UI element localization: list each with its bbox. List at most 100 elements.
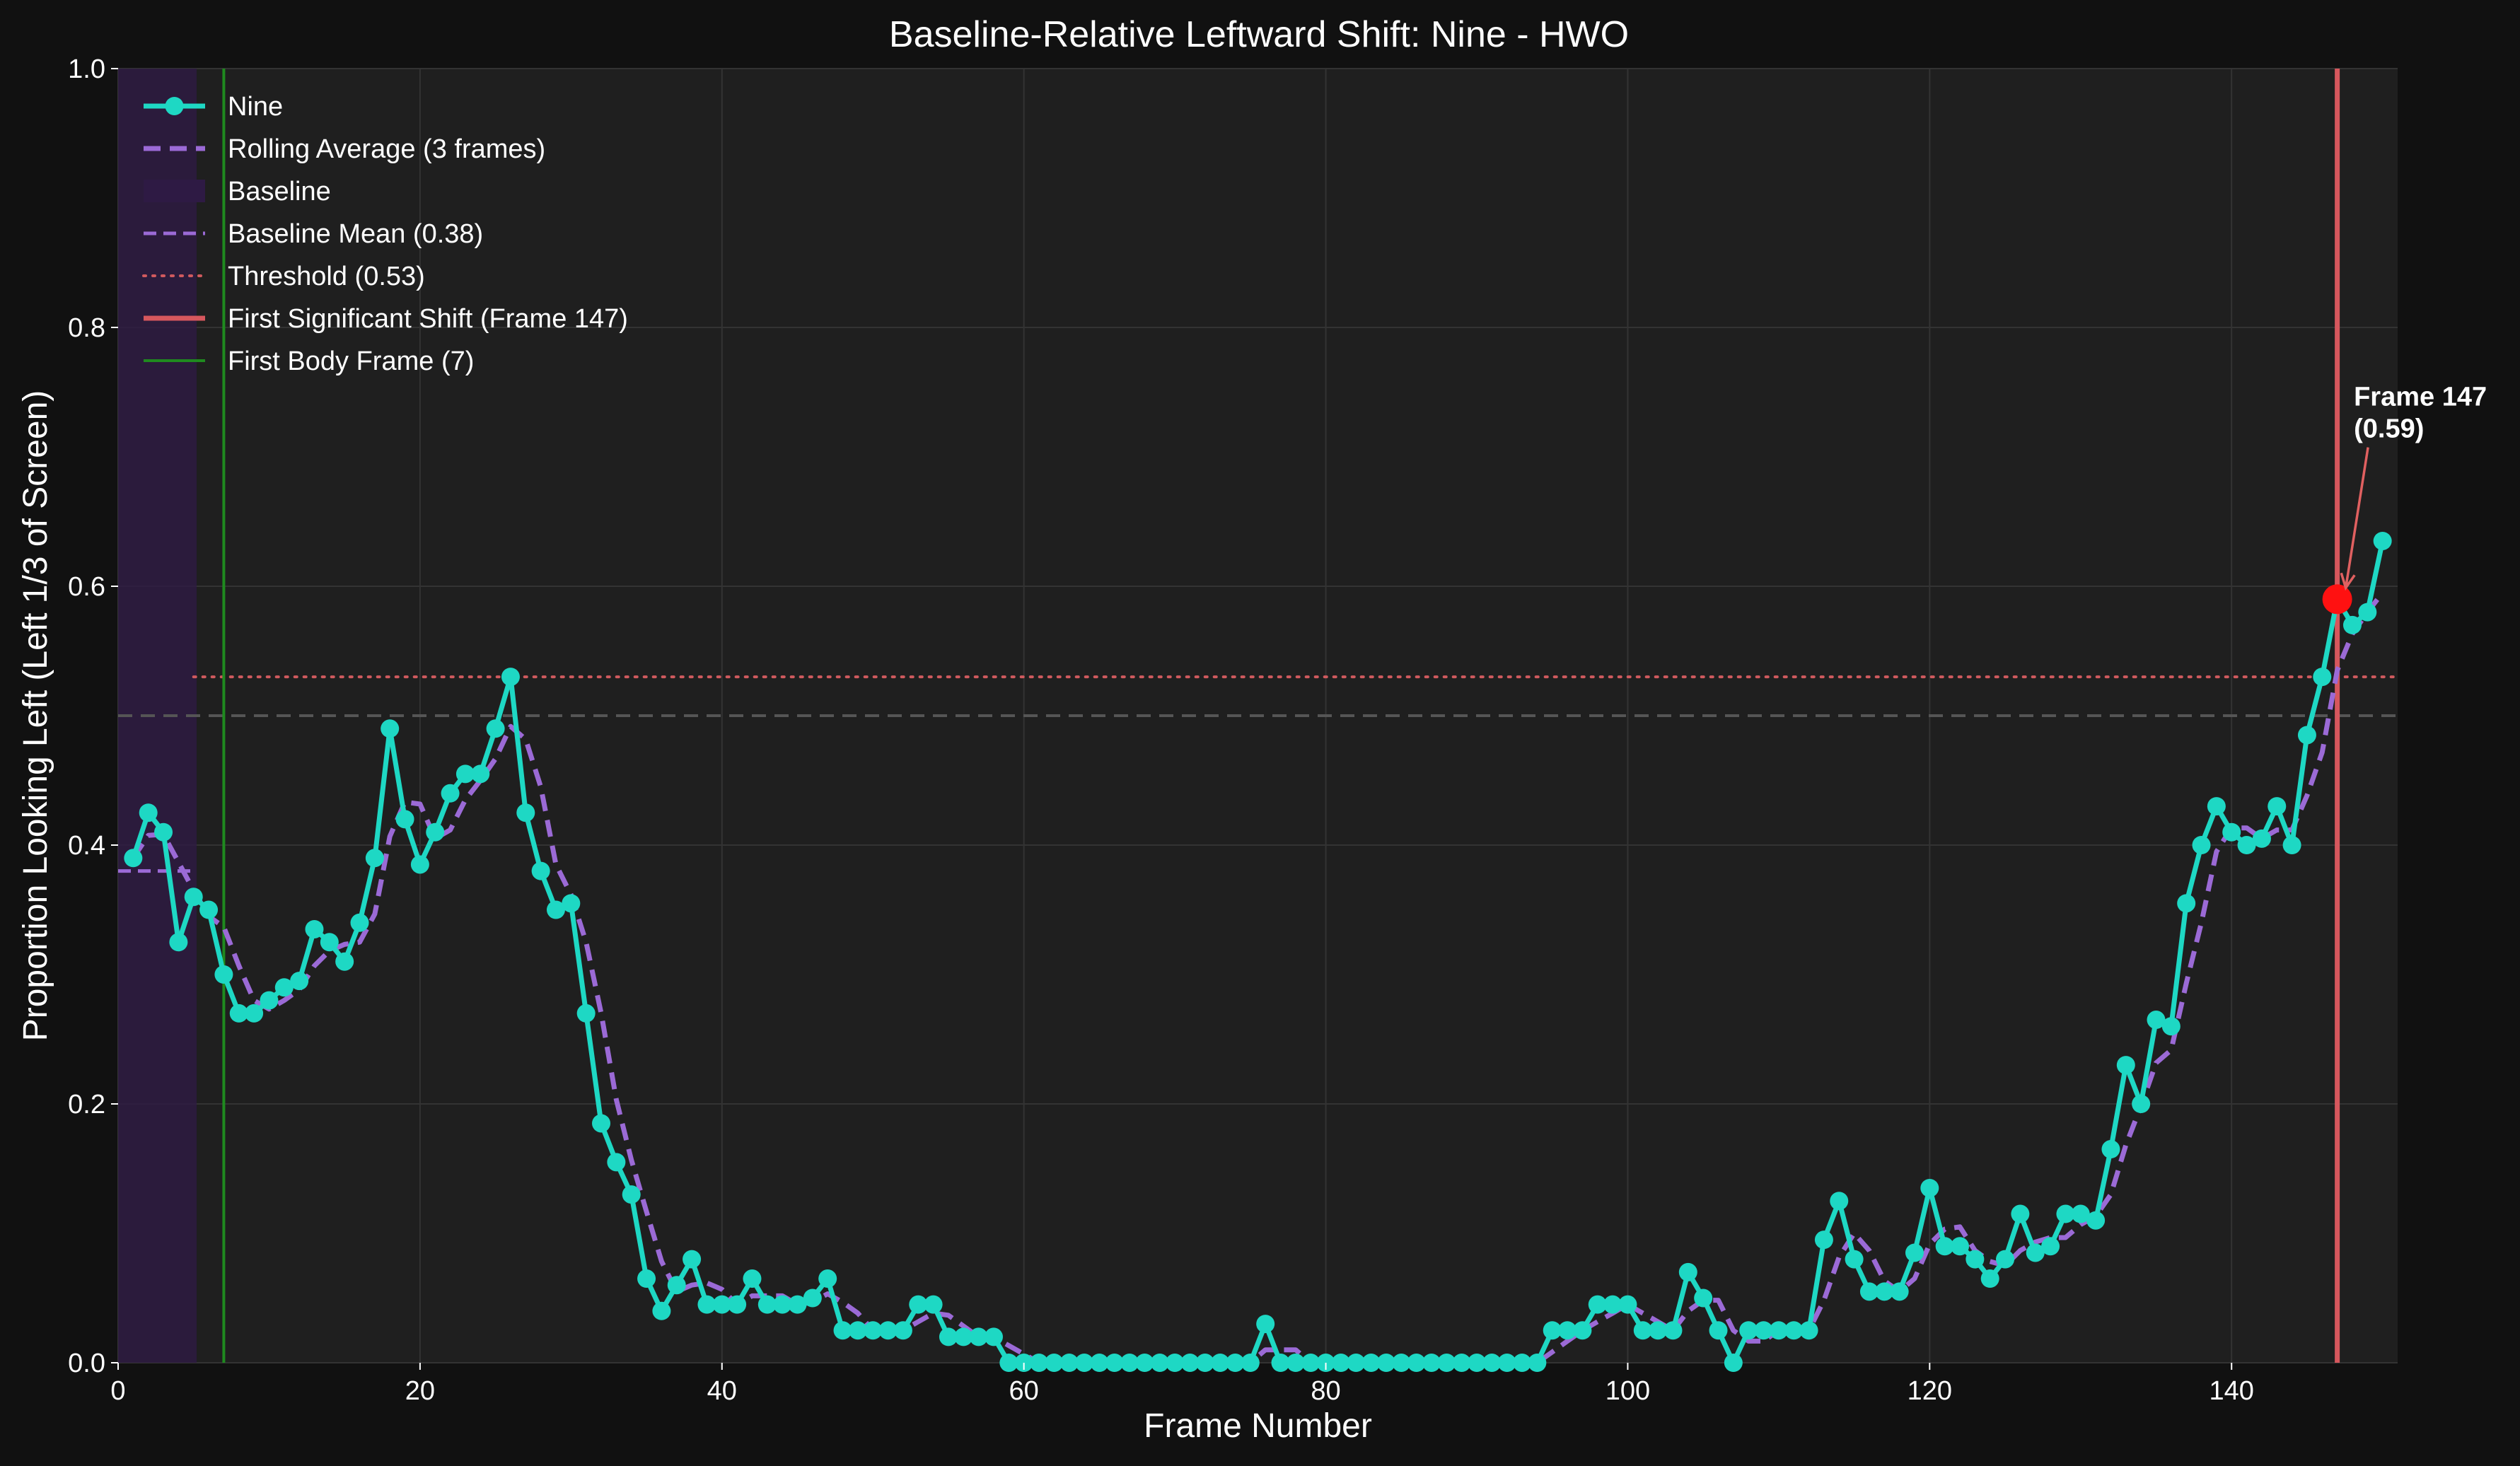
- data-point: [1150, 1354, 1169, 1372]
- data-point: [1376, 1354, 1395, 1372]
- data-point: [1347, 1354, 1366, 1372]
- data-point: [2177, 894, 2196, 913]
- data-point: [2268, 797, 2287, 816]
- data-point: [2056, 1204, 2075, 1223]
- data-point: [1075, 1354, 1094, 1372]
- data-point: [2192, 836, 2211, 854]
- data-point: [1814, 1231, 1833, 1250]
- data-point: [214, 965, 233, 984]
- data-point: [1935, 1237, 1954, 1256]
- data-point: [1845, 1250, 1864, 1269]
- x-tick-label: 40: [707, 1376, 737, 1406]
- data-point: [1859, 1282, 1879, 1301]
- data-point: [2282, 836, 2301, 854]
- y-axis-label: Proportion Looking Left (Left 1/3 of Scr…: [17, 390, 54, 1042]
- data-point: [2071, 1204, 2090, 1223]
- data-point: [395, 810, 414, 829]
- data-point: [1331, 1354, 1350, 1372]
- data-point: [864, 1321, 883, 1340]
- data-point: [1090, 1354, 1109, 1372]
- data-point: [1392, 1354, 1411, 1372]
- data-point: [290, 972, 309, 991]
- legend-label: Nine: [228, 92, 283, 122]
- data-point: [486, 719, 505, 738]
- data-point: [1678, 1262, 1697, 1281]
- data-point: [2101, 1140, 2120, 1159]
- y-tick-label: 0.0: [68, 1349, 105, 1378]
- data-point: [516, 803, 535, 822]
- annotation: Frame 147(0.59): [2340, 383, 2487, 591]
- data-point: [365, 849, 384, 868]
- data-point: [622, 1185, 641, 1204]
- data-point: [501, 668, 520, 687]
- data-point: [1105, 1354, 1124, 1372]
- data-point: [1120, 1354, 1139, 1372]
- data-point: [1045, 1354, 1064, 1372]
- data-point: [1633, 1321, 1652, 1340]
- data-point: [274, 978, 294, 997]
- data-point: [667, 1276, 686, 1295]
- data-point: [1528, 1354, 1547, 1372]
- data-point: [139, 803, 158, 822]
- data-point: [878, 1321, 898, 1340]
- legend-label: Baseline Mean (0.38): [228, 219, 483, 249]
- data-point: [2313, 668, 2332, 687]
- data-point: [305, 919, 324, 938]
- x-tick-label: 100: [1606, 1376, 1650, 1406]
- data-point: [939, 1327, 958, 1346]
- data-point: [2147, 1011, 2166, 1030]
- chart-title: Baseline-Relative Leftward Shift: Nine -…: [889, 14, 1629, 55]
- data-point: [1180, 1354, 1200, 1372]
- data-point: [1996, 1250, 2015, 1269]
- data-point: [245, 1003, 264, 1023]
- data-point: [471, 764, 490, 784]
- data-point: [2252, 829, 2271, 848]
- annotation-line2: (0.59): [2354, 414, 2424, 444]
- data-point: [984, 1327, 1003, 1346]
- data-point: [2041, 1237, 2060, 1256]
- data-point: [2011, 1204, 2030, 1223]
- data-point: [1618, 1295, 1637, 1314]
- data-point: [1497, 1354, 1516, 1372]
- reference-lines: [118, 69, 2399, 1363]
- series-layer: [124, 531, 2392, 1372]
- data-point: [441, 784, 460, 803]
- data-point: [1754, 1321, 1773, 1340]
- data-point: [848, 1321, 867, 1340]
- data-point: [1452, 1354, 1471, 1372]
- data-point: [1286, 1354, 1305, 1372]
- data-point: [1482, 1354, 1502, 1372]
- y-tick-label: 0.6: [68, 572, 105, 602]
- legend-label: First Body Frame (7): [228, 347, 474, 376]
- legend-label: Threshold (0.53): [228, 262, 425, 291]
- data-point: [410, 855, 429, 874]
- data-point: [1301, 1354, 1320, 1372]
- data-point: [2161, 1017, 2181, 1036]
- data-point: [531, 861, 550, 880]
- data-point: [924, 1295, 943, 1314]
- data-point: [652, 1301, 671, 1320]
- data-point: [381, 719, 400, 738]
- annotation-arrowhead: [2340, 572, 2356, 591]
- data-point: [1920, 1178, 1939, 1197]
- data-point: [2373, 531, 2392, 550]
- x-axis-label: Frame Number: [1144, 1407, 1372, 1445]
- data-point: [335, 952, 354, 971]
- data-point: [2132, 1095, 2151, 1113]
- data-point: [124, 849, 143, 868]
- data-point: [1211, 1354, 1230, 1372]
- data-point: [1030, 1354, 1049, 1372]
- legend-swatch-band: [144, 180, 205, 202]
- x-tick-label: 80: [1311, 1376, 1340, 1406]
- data-point: [833, 1321, 852, 1340]
- data-point: [1830, 1192, 1849, 1211]
- data-point: [1905, 1243, 1924, 1262]
- data-point: [637, 1269, 656, 1288]
- data-point: [1784, 1321, 1804, 1340]
- data-point: [2207, 797, 2226, 816]
- x-tick-label: 20: [405, 1376, 435, 1406]
- data-point: [455, 764, 475, 784]
- data-point: [1799, 1321, 1818, 1340]
- data-point: [2297, 726, 2316, 745]
- data-point: [1663, 1321, 1683, 1340]
